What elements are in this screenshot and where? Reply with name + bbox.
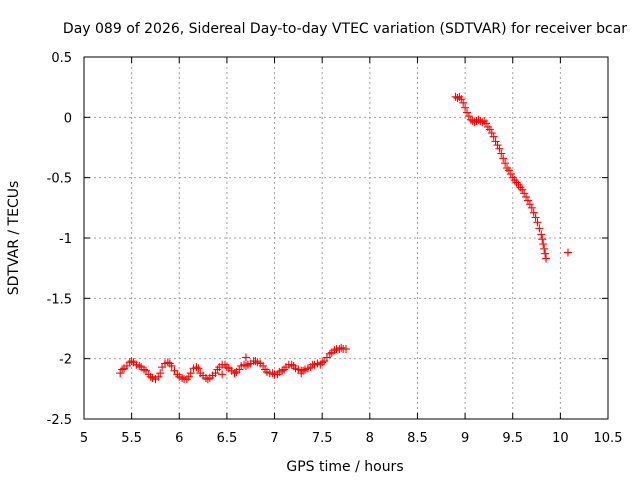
x-tick-label: 8.5 bbox=[407, 431, 428, 446]
y-tick-label: 0 bbox=[64, 111, 72, 126]
data-point bbox=[116, 369, 125, 378]
y-tick-label: -2.5 bbox=[47, 413, 72, 428]
x-tick-label: 8 bbox=[366, 431, 374, 446]
data-point bbox=[541, 249, 550, 258]
data-point bbox=[167, 361, 176, 370]
data-point bbox=[287, 360, 296, 369]
data-point bbox=[154, 372, 163, 381]
data-point bbox=[531, 213, 540, 222]
data-point bbox=[485, 125, 494, 134]
data-point bbox=[563, 248, 572, 257]
x-tick-label: 10.5 bbox=[594, 431, 623, 446]
y-axis-label: SDTVAR / TECUs bbox=[6, 181, 22, 296]
y-tick-labels: 0.5 0 -0.5 -1 -1.5 -2 -2.5 bbox=[47, 51, 72, 428]
data-point bbox=[192, 363, 201, 372]
data-point bbox=[235, 365, 244, 374]
y-tick-label: -1 bbox=[59, 232, 72, 247]
data-point bbox=[184, 372, 193, 381]
data-point bbox=[489, 132, 498, 141]
x-tick-label: 5.5 bbox=[121, 431, 142, 446]
x-axis-label: GPS time / hours bbox=[286, 459, 403, 475]
data-point bbox=[495, 144, 504, 153]
x-tick-label: 5 bbox=[80, 431, 88, 446]
data-point bbox=[459, 98, 468, 107]
data-point bbox=[278, 366, 287, 375]
data-point bbox=[506, 170, 515, 179]
data-point bbox=[178, 373, 187, 382]
data-point bbox=[325, 349, 334, 358]
y-tick-label: -2 bbox=[59, 353, 72, 368]
axis-ticks bbox=[83, 56, 609, 420]
data-point bbox=[462, 108, 471, 117]
data-point bbox=[259, 361, 268, 370]
x-tick-label: 9 bbox=[461, 431, 469, 446]
data-point bbox=[535, 224, 544, 233]
data-point bbox=[241, 361, 250, 370]
data-point bbox=[478, 118, 487, 127]
x-tick-label: 10 bbox=[552, 431, 569, 446]
data-point bbox=[222, 363, 231, 372]
data-point bbox=[542, 254, 551, 263]
data-point bbox=[538, 235, 547, 244]
x-tick-labels: 5 5.5 6 6.5 7 7.5 8 8.5 9 9.5 10 10.5 bbox=[80, 431, 623, 446]
y-tick-label: -1.5 bbox=[47, 292, 72, 307]
data-point bbox=[230, 369, 239, 378]
y-tick-label: 0.5 bbox=[51, 51, 72, 66]
x-tick-label: 9.5 bbox=[502, 431, 523, 446]
data-point bbox=[464, 112, 473, 121]
data-point bbox=[537, 230, 546, 239]
data-point bbox=[493, 141, 502, 150]
data-point bbox=[330, 346, 339, 355]
data-point bbox=[186, 369, 195, 378]
data-point bbox=[491, 137, 500, 146]
data-point bbox=[297, 369, 306, 378]
data-point bbox=[194, 364, 203, 373]
chart-title: Day 089 of 2026, Sidereal Day-to-day VTE… bbox=[63, 21, 627, 37]
data-point bbox=[487, 129, 496, 138]
x-tick-label: 7 bbox=[270, 431, 278, 446]
data-point bbox=[523, 196, 532, 205]
data-point bbox=[529, 208, 538, 217]
x-tick-label: 6 bbox=[175, 431, 183, 446]
x-tick-label: 6.5 bbox=[217, 431, 238, 446]
data-point bbox=[268, 369, 277, 378]
y-tick-label: -0.5 bbox=[47, 172, 72, 187]
data-point bbox=[135, 361, 144, 370]
data-point bbox=[522, 192, 531, 201]
data-point bbox=[527, 203, 536, 212]
data-point bbox=[482, 119, 491, 128]
data-point bbox=[533, 218, 542, 227]
data-point bbox=[251, 357, 260, 366]
data-point bbox=[540, 244, 549, 253]
data-point bbox=[518, 185, 527, 194]
data-point bbox=[337, 343, 346, 352]
data-point bbox=[501, 159, 510, 168]
data-point bbox=[499, 154, 508, 163]
data-point bbox=[453, 94, 462, 103]
data-point bbox=[461, 103, 470, 112]
data-point bbox=[203, 375, 212, 384]
data-point bbox=[140, 365, 149, 374]
data-point bbox=[520, 189, 529, 198]
data-point bbox=[218, 370, 227, 379]
data-point bbox=[127, 357, 136, 366]
grid-lines bbox=[84, 57, 608, 419]
data-point bbox=[457, 95, 466, 104]
data-point bbox=[163, 358, 172, 367]
data-point bbox=[504, 166, 513, 175]
data-point bbox=[146, 372, 155, 381]
data-point bbox=[342, 345, 350, 354]
data-point bbox=[118, 365, 127, 374]
data-point bbox=[211, 369, 220, 378]
data-point bbox=[539, 240, 548, 249]
data-points bbox=[116, 92, 572, 384]
data-point bbox=[241, 353, 250, 362]
data-point bbox=[318, 358, 327, 367]
x-tick-label: 7.5 bbox=[312, 431, 333, 446]
data-point bbox=[156, 369, 165, 378]
data-point bbox=[525, 200, 534, 209]
data-point bbox=[497, 149, 506, 158]
